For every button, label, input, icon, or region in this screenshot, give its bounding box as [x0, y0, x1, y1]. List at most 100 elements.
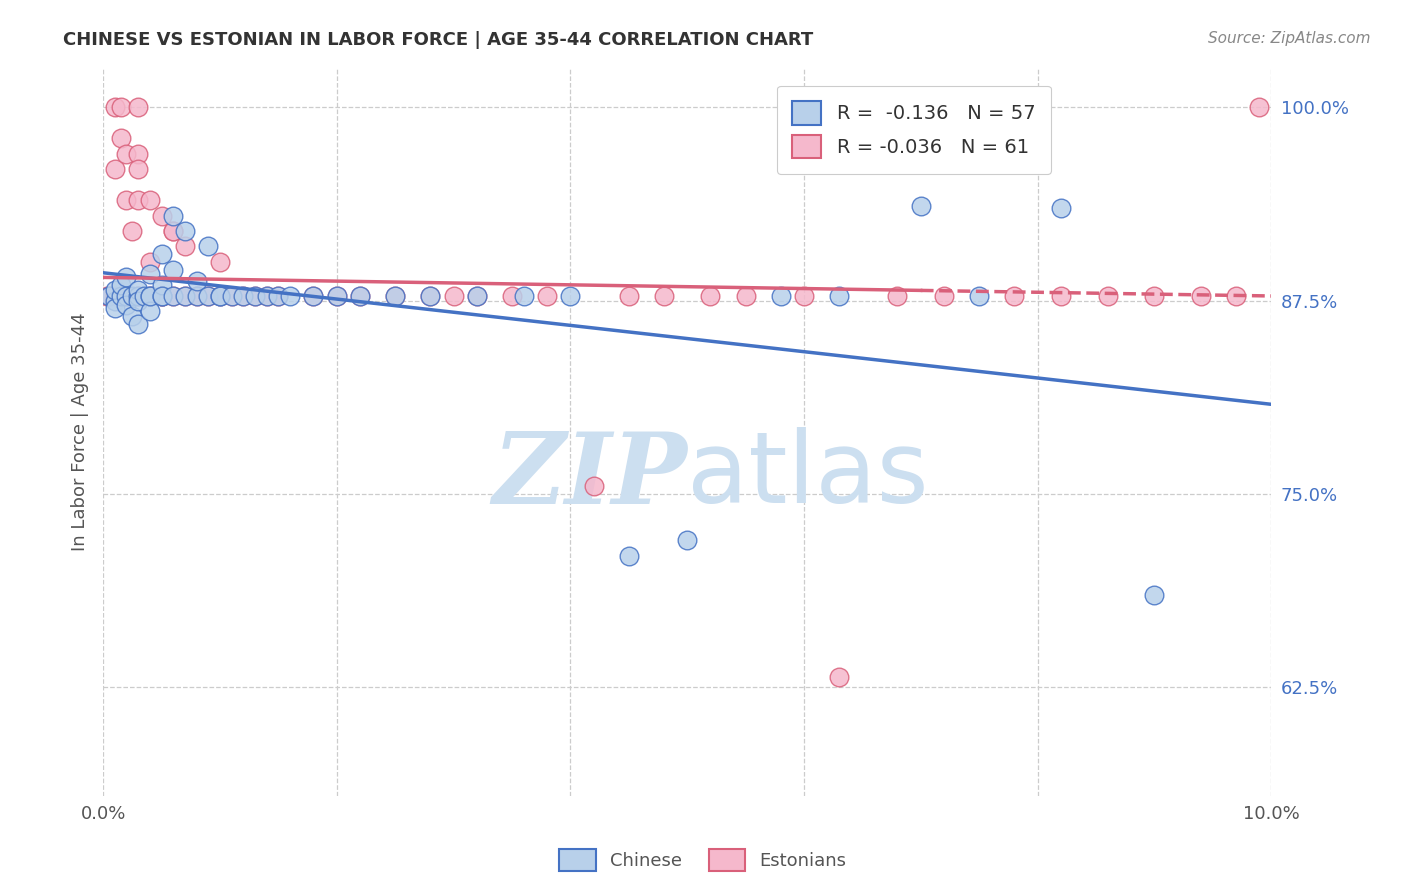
Point: [349, 289, 371, 303]
Point: [886, 289, 908, 303]
Point: [139, 289, 162, 303]
Point: [302, 289, 325, 303]
Point: [115, 289, 138, 303]
Point: [734, 289, 756, 303]
Point: [162, 224, 184, 238]
Point: [162, 224, 184, 238]
Point: [186, 289, 208, 303]
Point: [197, 239, 219, 253]
Point: [139, 193, 162, 207]
Point: [278, 289, 301, 303]
Point: [96, 289, 118, 303]
Point: [98, 289, 121, 303]
Point: [162, 289, 184, 303]
Point: [127, 317, 149, 331]
Text: ZIP: ZIP: [492, 427, 688, 524]
Text: Source: ZipAtlas.com: Source: ZipAtlas.com: [1208, 31, 1371, 46]
Point: [104, 162, 127, 177]
Point: [1097, 289, 1119, 303]
Y-axis label: In Labor Force | Age 35-44: In Labor Force | Age 35-44: [72, 313, 89, 551]
Legend: Chinese, Estonians: Chinese, Estonians: [553, 842, 853, 879]
Point: [127, 289, 149, 303]
Point: [139, 289, 162, 303]
Point: [197, 289, 219, 303]
Point: [121, 224, 143, 238]
Point: [115, 289, 138, 303]
Point: [208, 289, 231, 303]
Point: [325, 289, 347, 303]
Point: [115, 146, 138, 161]
Point: [465, 289, 488, 303]
Point: [208, 289, 231, 303]
Point: [267, 289, 290, 303]
Point: [150, 289, 173, 303]
Point: [208, 255, 231, 269]
Point: [127, 193, 149, 207]
Point: [115, 298, 138, 312]
Point: [512, 289, 534, 303]
Point: [110, 100, 132, 114]
Point: [110, 131, 132, 145]
Point: [127, 162, 149, 177]
Point: [132, 289, 155, 303]
Point: [1143, 289, 1166, 303]
Point: [267, 289, 290, 303]
Point: [1225, 289, 1247, 303]
Point: [186, 289, 208, 303]
Text: atlas: atlas: [688, 427, 929, 524]
Point: [1050, 289, 1073, 303]
Point: [150, 289, 173, 303]
Point: [1143, 588, 1166, 602]
Point: [419, 289, 441, 303]
Point: [115, 193, 138, 207]
Point: [139, 268, 162, 282]
Point: [121, 289, 143, 303]
Point: [186, 273, 208, 287]
Point: [536, 289, 558, 303]
Point: [173, 289, 195, 303]
Point: [465, 289, 488, 303]
Point: [560, 289, 582, 303]
Point: [162, 289, 184, 303]
Point: [1002, 289, 1025, 303]
Point: [302, 289, 325, 303]
Point: [139, 255, 162, 269]
Point: [617, 289, 640, 303]
Point: [115, 270, 138, 285]
Point: [150, 247, 173, 261]
Point: [104, 293, 127, 308]
Point: [501, 289, 523, 303]
Point: [127, 146, 149, 161]
Point: [110, 278, 132, 293]
Point: [150, 289, 173, 303]
Point: [828, 670, 851, 684]
Point: [676, 533, 699, 548]
Point: [104, 301, 127, 316]
Point: [793, 289, 815, 303]
Legend: R =  -0.136   N = 57, R = -0.036   N = 61: R = -0.136 N = 57, R = -0.036 N = 61: [776, 86, 1052, 174]
Point: [828, 289, 851, 303]
Point: [256, 289, 278, 303]
Point: [127, 289, 149, 303]
Point: [243, 289, 266, 303]
Point: [139, 289, 162, 303]
Point: [104, 289, 127, 303]
Point: [256, 289, 278, 303]
Point: [208, 289, 231, 303]
Point: [121, 309, 143, 323]
Point: [967, 289, 990, 303]
Point: [384, 289, 406, 303]
Point: [652, 289, 675, 303]
Point: [349, 289, 371, 303]
Point: [419, 289, 441, 303]
Point: [150, 289, 173, 303]
Point: [127, 283, 149, 297]
Point: [769, 289, 792, 303]
Point: [221, 289, 243, 303]
Point: [221, 289, 243, 303]
Point: [173, 239, 195, 253]
Text: CHINESE VS ESTONIAN IN LABOR FORCE | AGE 35-44 CORRELATION CHART: CHINESE VS ESTONIAN IN LABOR FORCE | AGE…: [63, 31, 814, 49]
Point: [243, 289, 266, 303]
Point: [1249, 100, 1271, 114]
Point: [162, 209, 184, 223]
